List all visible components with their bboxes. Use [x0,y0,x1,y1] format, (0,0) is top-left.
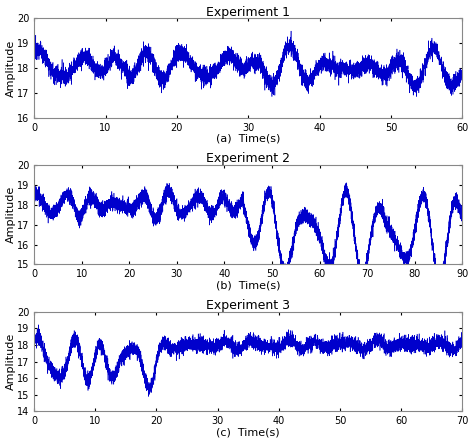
X-axis label: (a)  Time(s): (a) Time(s) [216,134,281,144]
Title: Experiment 2: Experiment 2 [206,152,290,165]
Title: Experiment 1: Experiment 1 [206,6,290,19]
Y-axis label: Amplitude: Amplitude [6,186,16,243]
Y-axis label: Amplitude: Amplitude [6,333,16,390]
X-axis label: (c)  Time(s): (c) Time(s) [217,427,280,437]
Y-axis label: Amplitude: Amplitude [6,39,16,97]
X-axis label: (b)  Time(s): (b) Time(s) [216,281,281,291]
Title: Experiment 3: Experiment 3 [206,299,290,312]
